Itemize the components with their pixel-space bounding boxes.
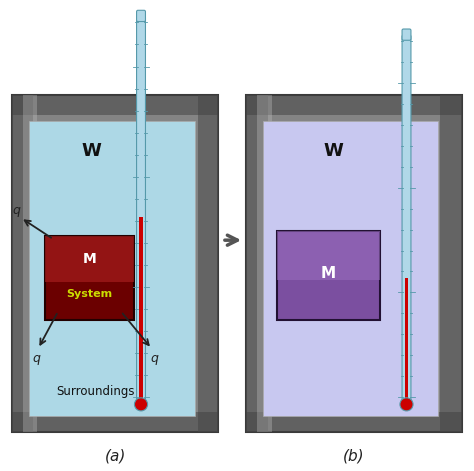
Bar — [45, 236, 134, 320]
Text: q: q — [12, 204, 20, 217]
Bar — [257, 95, 272, 432]
Bar — [246, 95, 462, 432]
Text: (a): (a) — [105, 448, 126, 463]
Bar — [246, 95, 462, 115]
FancyBboxPatch shape — [137, 10, 146, 22]
Text: q: q — [151, 352, 158, 365]
Bar — [45, 236, 134, 282]
Text: System: System — [66, 290, 112, 300]
Text: Surroundings: Surroundings — [56, 385, 134, 398]
Bar — [246, 412, 462, 432]
Text: M: M — [321, 266, 336, 281]
Bar — [12, 95, 218, 432]
Bar — [198, 95, 218, 432]
Text: q: q — [33, 352, 41, 365]
Bar — [139, 217, 143, 401]
Bar — [246, 95, 268, 432]
Bar — [440, 95, 462, 432]
Bar — [277, 231, 380, 280]
FancyBboxPatch shape — [137, 16, 146, 403]
Bar — [12, 95, 218, 115]
Bar — [12, 95, 33, 432]
Bar — [277, 231, 380, 320]
FancyBboxPatch shape — [402, 35, 411, 403]
Bar — [263, 121, 438, 416]
Text: W: W — [323, 142, 343, 160]
FancyBboxPatch shape — [402, 29, 411, 40]
Bar — [12, 412, 218, 432]
Bar — [405, 277, 409, 401]
Circle shape — [135, 398, 147, 411]
Circle shape — [400, 398, 413, 411]
Text: W: W — [82, 142, 102, 160]
Text: (b): (b) — [343, 448, 365, 463]
Bar — [23, 95, 37, 432]
Text: M: M — [82, 252, 96, 266]
Bar — [28, 121, 195, 416]
